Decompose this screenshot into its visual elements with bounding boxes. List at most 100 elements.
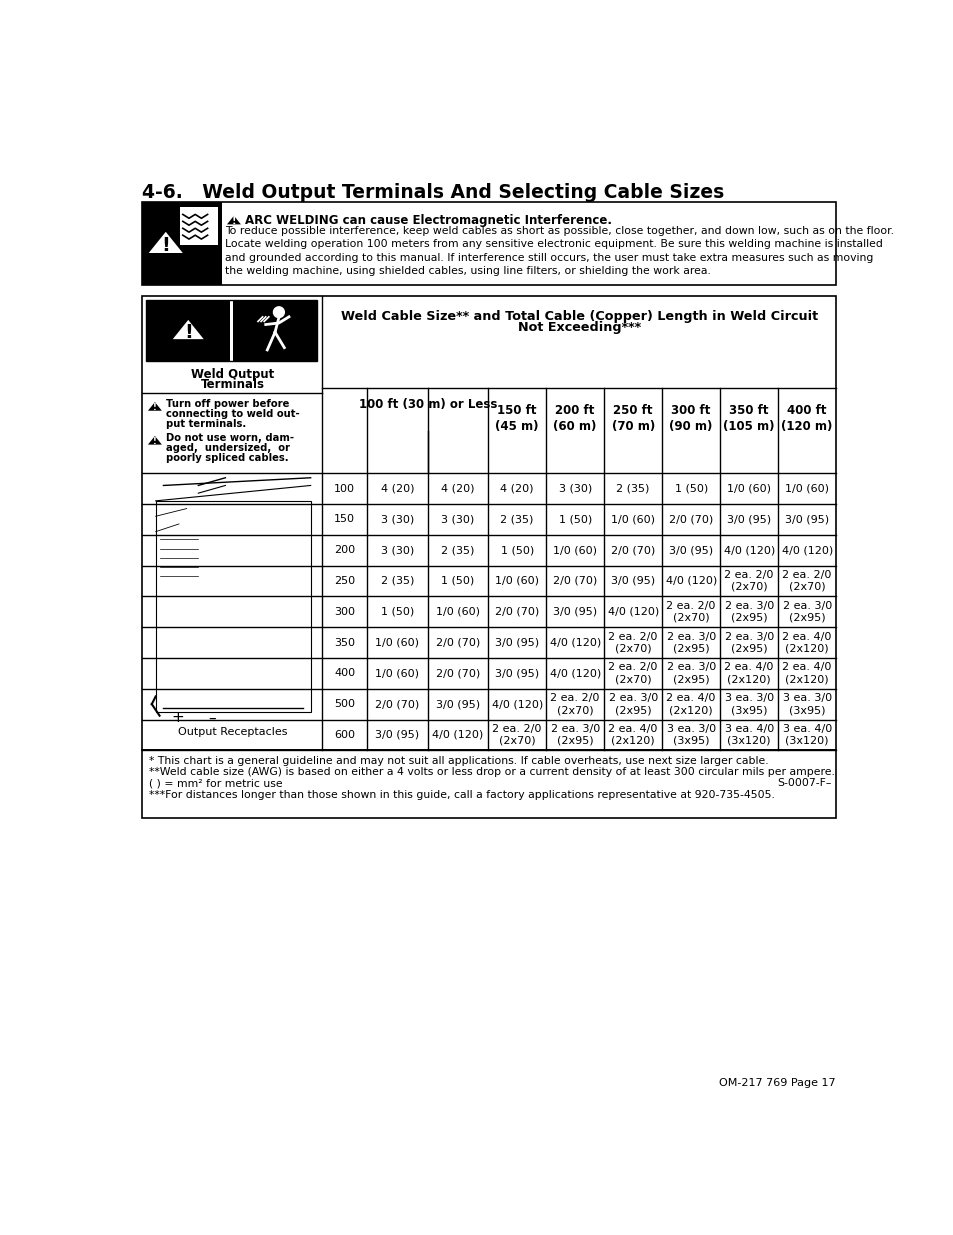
Text: 4/0 (120): 4/0 (120) <box>665 576 716 585</box>
Text: 1 (50): 1 (50) <box>558 514 591 525</box>
Text: 2 (35): 2 (35) <box>441 545 474 556</box>
Text: 1/0 (60): 1/0 (60) <box>375 668 419 678</box>
Polygon shape <box>148 436 162 445</box>
Text: 3/0 (95): 3/0 (95) <box>611 576 655 585</box>
Text: !: ! <box>184 322 193 342</box>
Text: 1/0 (60): 1/0 (60) <box>784 484 828 494</box>
Polygon shape <box>149 232 183 253</box>
Text: 150: 150 <box>334 514 355 525</box>
Polygon shape <box>172 320 204 340</box>
Text: 3 (30): 3 (30) <box>441 514 474 525</box>
Text: 150 ft
(45 m): 150 ft (45 m) <box>495 404 538 432</box>
Text: 2 ea. 4/0
(2x120): 2 ea. 4/0 (2x120) <box>723 662 773 684</box>
Bar <box>179 206 218 246</box>
Bar <box>142 203 835 285</box>
Text: 500: 500 <box>334 699 355 709</box>
Text: put terminals.: put terminals. <box>166 419 246 430</box>
Text: 4/0 (120): 4/0 (120) <box>491 699 542 709</box>
Text: 1/0 (60): 1/0 (60) <box>495 576 538 585</box>
Polygon shape <box>148 403 162 411</box>
Text: 1/0 (60): 1/0 (60) <box>726 484 770 494</box>
Text: 2 ea. 2/0
(2x70): 2 ea. 2/0 (2x70) <box>723 569 773 592</box>
Text: 1/0 (60): 1/0 (60) <box>436 606 479 616</box>
Text: 4/0 (120): 4/0 (120) <box>722 545 774 556</box>
Bar <box>233 300 316 362</box>
Text: !: ! <box>152 403 156 412</box>
Bar <box>142 203 221 285</box>
Text: 2 ea. 2/0
(2x70): 2 ea. 2/0 (2x70) <box>492 724 541 746</box>
Text: Terminals: Terminals <box>200 378 264 391</box>
Text: 2 ea. 3/0
(2x95): 2 ea. 3/0 (2x95) <box>781 600 831 622</box>
Text: * This chart is a general guideline and may not suit all applications. If cable : * This chart is a general guideline and … <box>149 756 767 766</box>
Text: 4 (20): 4 (20) <box>380 484 414 494</box>
Bar <box>146 300 230 362</box>
Text: 200 ft
(60 m): 200 ft (60 m) <box>553 404 597 432</box>
Text: 4/0 (120): 4/0 (120) <box>549 637 600 647</box>
Text: Weld Cable Size** and Total Cable (Copper) Length in Weld Circuit: Weld Cable Size** and Total Cable (Coppe… <box>340 310 817 322</box>
Text: 2 ea. 4/0
(2x120): 2 ea. 4/0 (2x120) <box>666 693 715 715</box>
Text: 3 ea. 3/0
(3x95): 3 ea. 3/0 (3x95) <box>666 724 715 746</box>
Text: 250: 250 <box>334 576 355 585</box>
Text: 3 (30): 3 (30) <box>380 545 414 556</box>
Text: 2 (35): 2 (35) <box>500 514 534 525</box>
Text: 2/0 (70): 2/0 (70) <box>436 668 479 678</box>
Text: 4/0 (120): 4/0 (120) <box>781 545 832 556</box>
Text: +: + <box>171 710 184 725</box>
Text: 2 ea. 2/0
(2x70): 2 ea. 2/0 (2x70) <box>608 662 658 684</box>
Text: Weld Output: Weld Output <box>191 368 274 382</box>
Text: 600: 600 <box>334 730 355 740</box>
Text: 2 (35): 2 (35) <box>380 576 414 585</box>
Polygon shape <box>227 216 241 225</box>
Text: 3/0 (95): 3/0 (95) <box>784 514 828 525</box>
Text: 3 ea. 3/0
(3x95): 3 ea. 3/0 (3x95) <box>724 693 773 715</box>
Text: 1 (50): 1 (50) <box>441 576 474 585</box>
Text: 3 ea. 4/0
(3x120): 3 ea. 4/0 (3x120) <box>781 724 831 746</box>
Text: !: ! <box>152 437 156 446</box>
Bar <box>146 300 316 362</box>
Text: To reduce possible interference, keep weld cables as short as possible, close to: To reduce possible interference, keep we… <box>224 226 893 277</box>
Text: 3 (30): 3 (30) <box>558 484 591 494</box>
Text: aged,  undersized,  or: aged, undersized, or <box>166 443 290 453</box>
Text: ***For distances longer than those shown in this guide, call a factory applicati: ***For distances longer than those shown… <box>149 790 774 800</box>
Text: !: ! <box>232 216 236 226</box>
Text: 2/0 (70): 2/0 (70) <box>610 545 655 556</box>
Text: 4-6.   Weld Output Terminals And Selecting Cable Sizes: 4-6. Weld Output Terminals And Selecting… <box>142 183 724 201</box>
Text: 200: 200 <box>334 545 355 556</box>
Text: 3/0 (95): 3/0 (95) <box>553 606 597 616</box>
Text: connecting to weld out-: connecting to weld out- <box>166 409 299 419</box>
Text: 400 ft
(120 m): 400 ft (120 m) <box>781 404 832 432</box>
Text: 3/0 (95): 3/0 (95) <box>436 699 479 709</box>
Text: 2/0 (70): 2/0 (70) <box>436 637 479 647</box>
Text: 2 ea. 2/0
(2x70): 2 ea. 2/0 (2x70) <box>608 631 658 653</box>
Text: ( ) = mm² for metric use: ( ) = mm² for metric use <box>149 778 282 788</box>
Text: 100: 100 <box>334 484 355 494</box>
Bar <box>155 501 311 711</box>
Text: 3 (30): 3 (30) <box>380 514 414 525</box>
Text: OM-217 769 Page 17: OM-217 769 Page 17 <box>718 1078 835 1088</box>
Text: 2 ea. 3/0
(2x95): 2 ea. 3/0 (2x95) <box>723 600 773 622</box>
Text: 4/0 (120): 4/0 (120) <box>549 668 600 678</box>
Text: !: ! <box>161 236 170 254</box>
Text: 1 (50): 1 (50) <box>674 484 707 494</box>
Text: 4/0 (120): 4/0 (120) <box>432 730 483 740</box>
Text: 2 ea. 3/0
(2x95): 2 ea. 3/0 (2x95) <box>723 631 773 653</box>
Text: 2 ea. 3/0
(2x95): 2 ea. 3/0 (2x95) <box>666 631 715 653</box>
Text: 2 ea. 2/0
(2x70): 2 ea. 2/0 (2x70) <box>550 693 599 715</box>
Text: 2 (35): 2 (35) <box>616 484 649 494</box>
Text: ARC WELDING can cause Electromagnetic Interference.: ARC WELDING can cause Electromagnetic In… <box>245 214 611 227</box>
Text: 2 ea. 2/0
(2x70): 2 ea. 2/0 (2x70) <box>666 600 715 622</box>
Text: Output Receptacles: Output Receptacles <box>177 727 287 737</box>
Text: 2/0 (70): 2/0 (70) <box>495 606 538 616</box>
Text: 3/0 (95): 3/0 (95) <box>668 545 713 556</box>
Text: 400: 400 <box>334 668 355 678</box>
Text: 350 ft
(105 m): 350 ft (105 m) <box>722 404 774 432</box>
Text: 2/0 (70): 2/0 (70) <box>375 699 419 709</box>
Text: 350: 350 <box>334 637 355 647</box>
Text: 3/0 (95): 3/0 (95) <box>726 514 770 525</box>
Text: Not Exceeding***: Not Exceeding*** <box>517 321 640 335</box>
Text: 4 (20): 4 (20) <box>440 484 475 494</box>
Text: 1/0 (60): 1/0 (60) <box>375 637 419 647</box>
Text: Do not use worn, dam-: Do not use worn, dam- <box>166 433 294 443</box>
Text: 1 (50): 1 (50) <box>500 545 534 556</box>
Text: 4/0 (120): 4/0 (120) <box>607 606 659 616</box>
